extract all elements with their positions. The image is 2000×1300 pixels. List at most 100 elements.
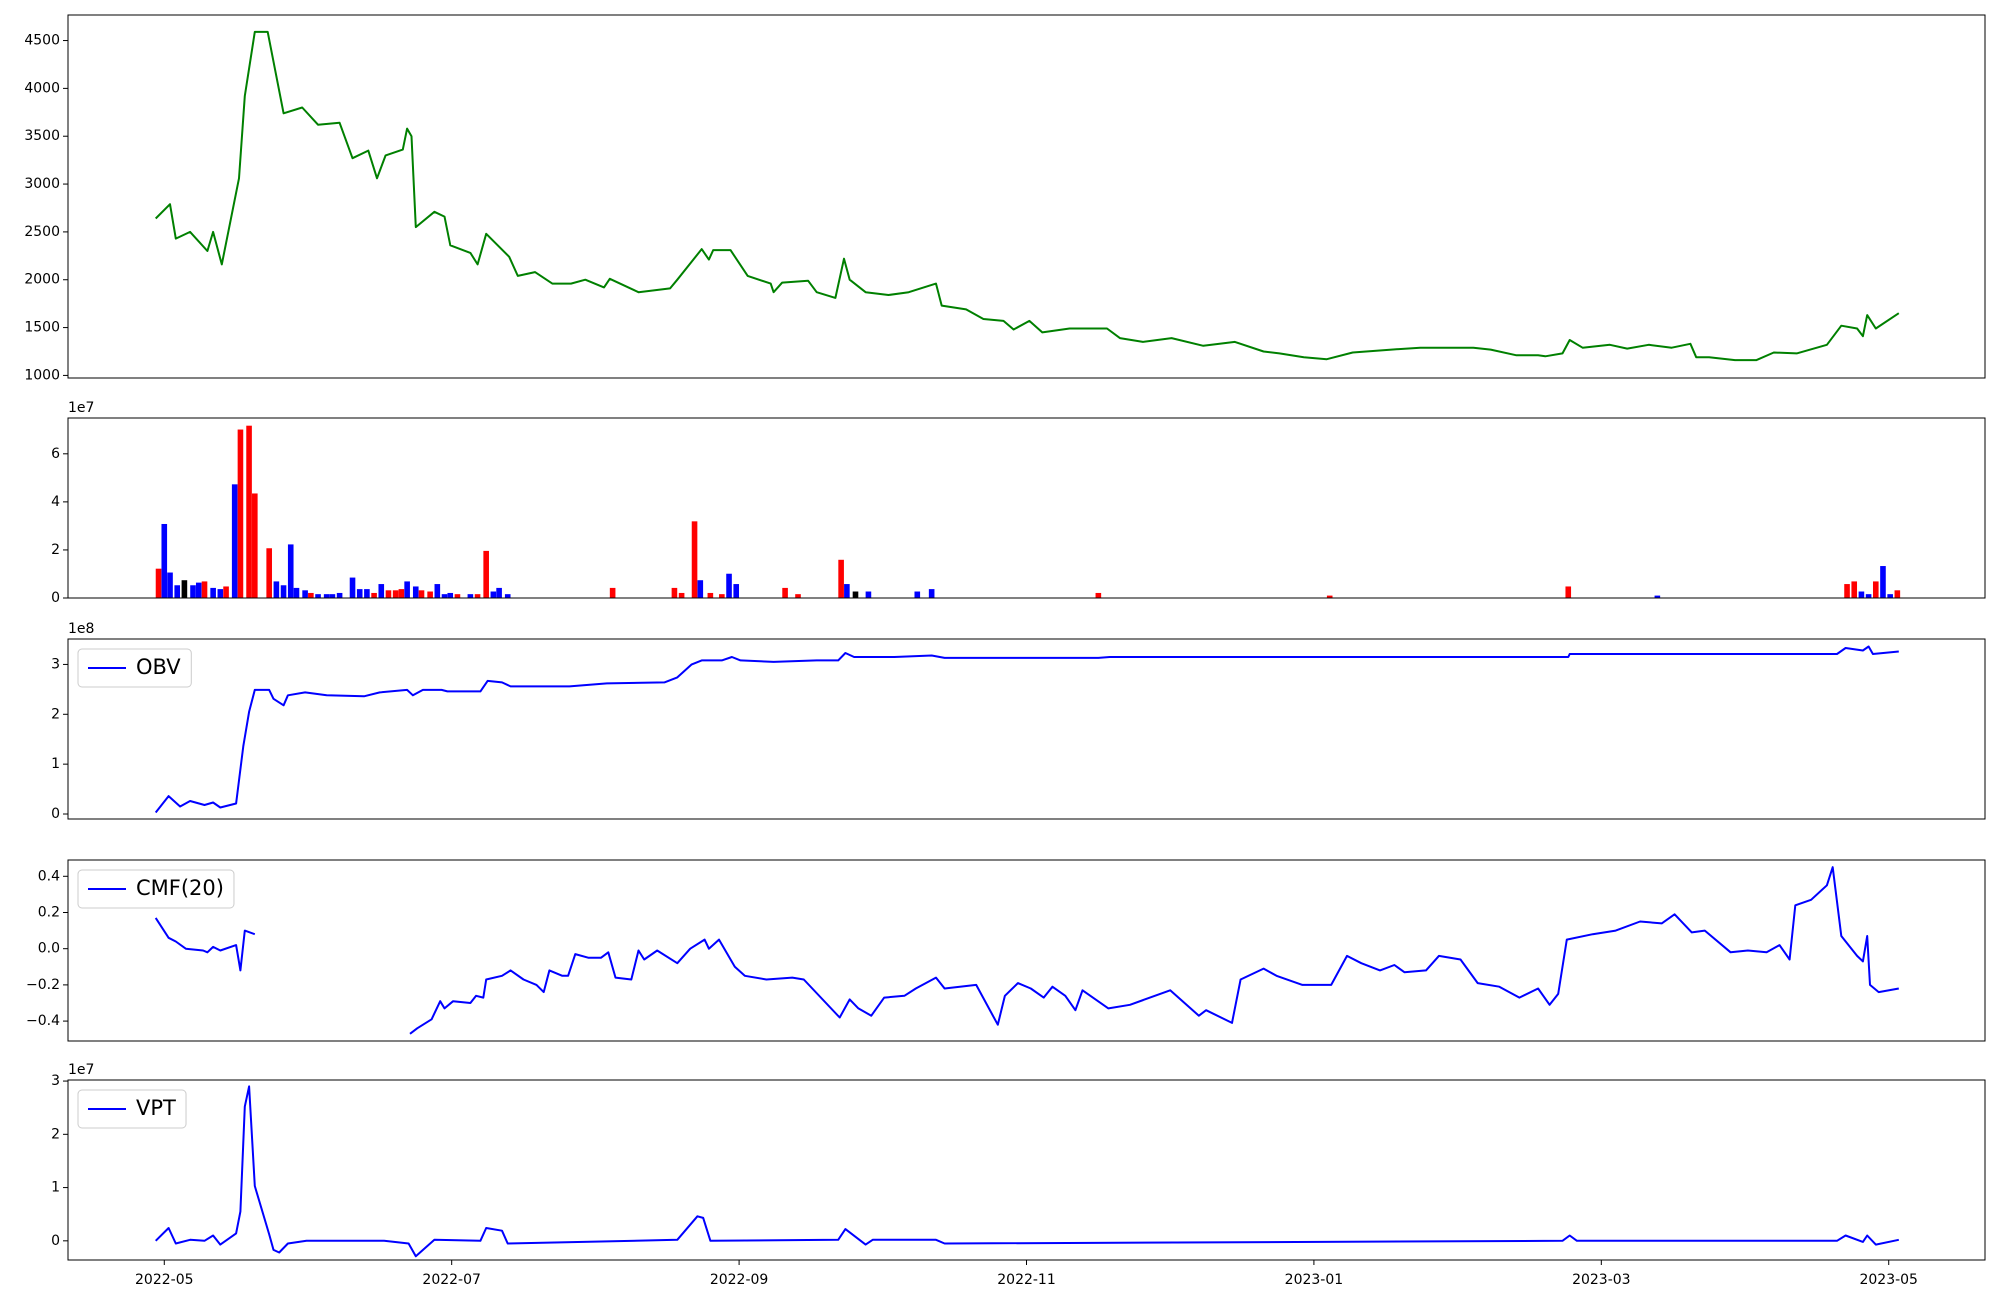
bar <box>691 521 698 598</box>
bar <box>237 429 244 598</box>
bar <box>371 592 377 598</box>
bar <box>844 584 850 598</box>
subplot: 0 1 2 3 1e8 OBV <box>51 621 1986 822</box>
bar <box>1844 584 1850 598</box>
bar <box>231 484 238 598</box>
bar <box>928 589 935 598</box>
bar <box>474 594 481 598</box>
y-tick-label: 6 <box>51 446 60 462</box>
bar <box>726 573 732 598</box>
y-tick-label: 4000 <box>24 80 60 96</box>
y-tick-label: 1 <box>51 1180 60 1196</box>
y-tick-label: 2000 <box>24 272 60 288</box>
bar <box>418 590 425 598</box>
bar <box>280 585 287 598</box>
y-tick-label: −0.4 <box>26 1013 60 1029</box>
y-tick-label: 1000 <box>24 367 60 383</box>
axes-frame <box>67 1079 1986 1261</box>
axis-offset-label: 1e8 <box>68 621 94 637</box>
bar <box>483 550 489 598</box>
bar <box>201 581 208 598</box>
x-tick-label: 2022-11 <box>997 1272 1056 1288</box>
bar <box>190 585 196 598</box>
bar <box>287 544 294 598</box>
y-tick-label: 0 <box>51 1233 60 1249</box>
bar <box>252 493 258 598</box>
bar <box>398 589 405 598</box>
y-tick-label: 0 <box>51 806 60 822</box>
y-tick-label: 1500 <box>24 320 60 336</box>
bar <box>308 592 314 598</box>
y-tick-label: 3500 <box>24 128 60 144</box>
bar <box>1880 566 1886 598</box>
y-tick-label: 0 <box>51 590 60 606</box>
legend-label: VPT <box>136 1096 176 1120</box>
y-tick-label: 2 <box>51 542 60 558</box>
bar <box>733 584 740 598</box>
bar <box>609 587 616 598</box>
bar <box>782 587 788 598</box>
bar <box>293 587 300 598</box>
legend: OBV <box>77 648 192 688</box>
bar <box>167 572 173 598</box>
bar <box>1654 595 1661 598</box>
legend: CMF(20) <box>77 869 235 909</box>
y-tick-label: 0.0 <box>38 941 60 957</box>
bar <box>1872 581 1879 598</box>
bar <box>427 591 433 598</box>
bar <box>914 591 921 598</box>
y-tick-label: 3000 <box>24 176 60 192</box>
bar <box>671 587 678 598</box>
bar <box>329 594 336 598</box>
y-tick-label: 0.2 <box>38 904 60 920</box>
bar <box>378 584 385 598</box>
subplot: −0.4 −0.2 0.0 0.2 0.4 CMF(20) <box>26 859 1986 1042</box>
line <box>154 866 1899 1035</box>
bar <box>349 577 356 598</box>
bar <box>195 582 202 598</box>
legend-box <box>77 869 235 909</box>
legend-label: CMF(20) <box>136 876 224 900</box>
bar <box>504 594 511 598</box>
bar <box>490 591 497 598</box>
bar <box>246 425 252 598</box>
bar <box>1894 590 1901 598</box>
bar <box>719 594 725 598</box>
bar <box>356 589 363 598</box>
bar <box>795 594 801 598</box>
y-tick-label: 0.4 <box>38 868 60 884</box>
bar <box>392 590 399 598</box>
bar <box>1851 581 1858 598</box>
bar <box>302 590 308 598</box>
y-tick-label: −0.2 <box>26 977 60 993</box>
line <box>154 30 1900 362</box>
bar <box>865 591 872 598</box>
bar <box>697 580 704 598</box>
bar <box>161 523 168 598</box>
axes-frame <box>67 638 1986 820</box>
axes-frame <box>67 14 1986 379</box>
bar <box>412 586 419 598</box>
legend-label: OBV <box>136 655 181 679</box>
bar <box>364 589 370 598</box>
bar <box>336 592 343 598</box>
axes-frame <box>67 859 1986 1042</box>
x-tick-label: 2022-09 <box>710 1272 769 1288</box>
subplot: 0 1 2 3 1e7 2022-05 2022-07 2022-09 2022-11 2023-… <box>51 1062 1986 1288</box>
bar <box>678 592 685 598</box>
bar <box>434 584 441 598</box>
bar <box>273 581 280 598</box>
x-tick-label: 2023-01 <box>1285 1272 1344 1288</box>
plot-area <box>154 30 1900 362</box>
bar <box>155 568 162 598</box>
x-tick-label: 2023-03 <box>1572 1272 1631 1288</box>
bar <box>496 587 502 598</box>
y-tick-label: 4 <box>51 494 60 510</box>
y-tick-label: 3 <box>51 656 60 672</box>
bar <box>404 581 410 598</box>
bar <box>181 580 188 598</box>
bar <box>1565 586 1572 598</box>
y-tick-label: 2 <box>51 706 60 722</box>
y-tick-label: 1 <box>51 756 60 772</box>
